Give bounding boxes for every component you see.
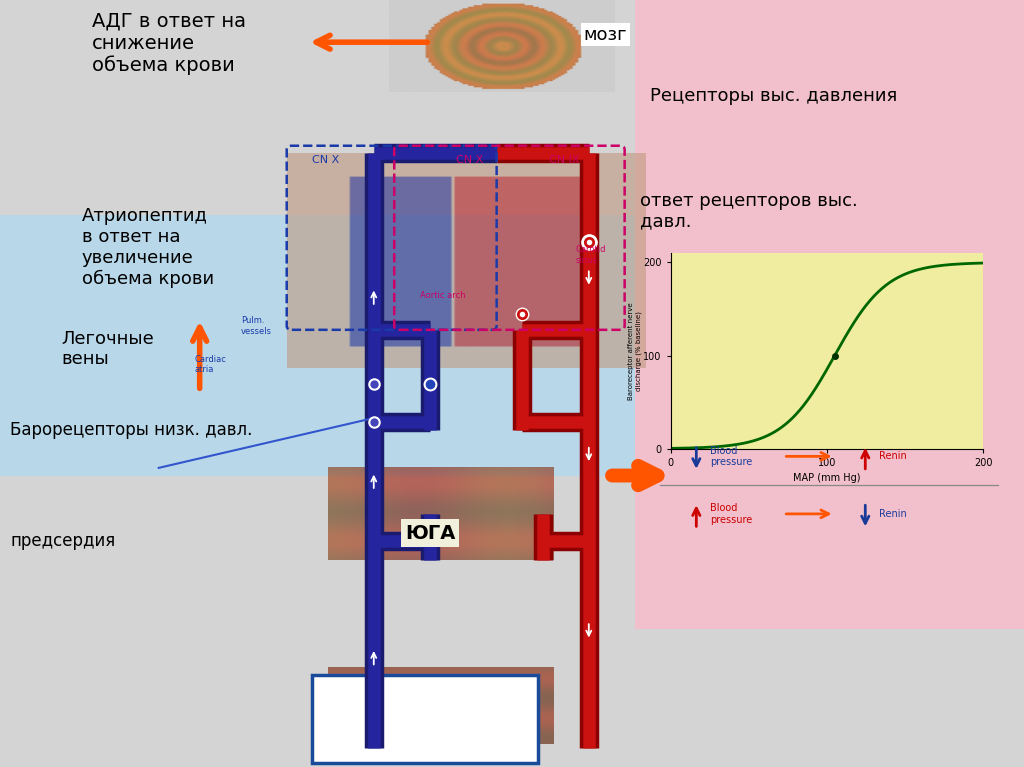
Text: мозг: мозг bbox=[584, 25, 628, 44]
Text: Pulm.
vessels: Pulm. vessels bbox=[241, 316, 271, 336]
Text: Blood
pressure: Blood pressure bbox=[710, 446, 752, 467]
Bar bbox=[312, 675, 538, 763]
Text: CN IX: CN IX bbox=[549, 154, 580, 165]
Text: Renin: Renin bbox=[879, 509, 906, 519]
Text: Легочные
вены: Легочные вены bbox=[61, 330, 155, 368]
Text: предсердия: предсердия bbox=[10, 532, 116, 550]
Bar bbox=[0, 476, 635, 767]
Text: Барорецепторы низк. давл.: Барорецепторы низк. давл. bbox=[10, 420, 253, 439]
Bar bbox=[0, 215, 635, 476]
Bar bbox=[671, 253, 983, 449]
Bar bbox=[635, 0, 1024, 629]
Text: ответ рецепторов выс.
давл.: ответ рецепторов выс. давл. bbox=[640, 192, 858, 231]
Text: ЮГА: ЮГА bbox=[404, 524, 456, 542]
Text: Carotid
sinus: Carotid sinus bbox=[575, 245, 606, 265]
Text: АДГ в ответ на
снижение
объема крови: АДГ в ответ на снижение объема крови bbox=[92, 12, 246, 75]
Text: Aortic arch: Aortic arch bbox=[420, 291, 466, 300]
Text: Renin: Renin bbox=[879, 451, 906, 462]
Bar bbox=[635, 629, 1024, 767]
Text: Blood
pressure: Blood pressure bbox=[710, 503, 752, 525]
Bar bbox=[0, 0, 635, 215]
Text: CN X: CN X bbox=[312, 154, 340, 165]
Text: Атриопептид
в ответ на
увеличение
объема крови: Атриопептид в ответ на увеличение объема… bbox=[82, 207, 214, 288]
Text: CN X: CN X bbox=[456, 154, 483, 165]
Text: Рецепторы выс. давления: Рецепторы выс. давления bbox=[650, 87, 897, 105]
Text: Cardiac
atria: Cardiac atria bbox=[195, 354, 226, 374]
